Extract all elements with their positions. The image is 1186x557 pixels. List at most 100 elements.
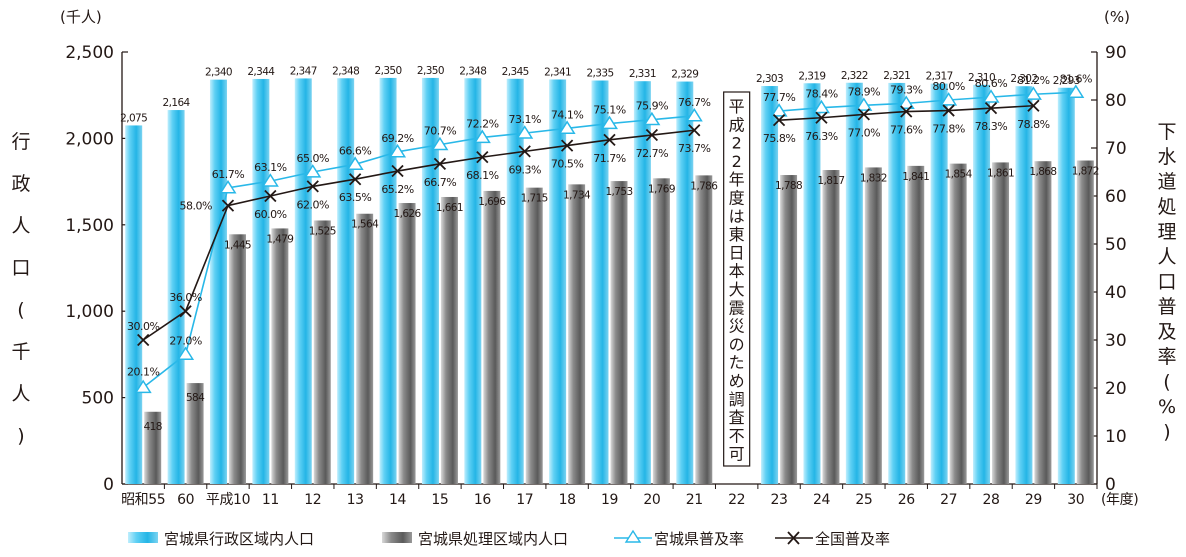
line-series: [134, 84, 1085, 394]
processed-population-label: 1,861: [987, 167, 1014, 179]
processed-population-label: 418: [144, 421, 162, 433]
processed-population-label: 1,854: [945, 169, 973, 181]
processed-population-label: 1,817: [817, 175, 844, 187]
bar-admin-population: [506, 78, 524, 484]
admin-population-label: 2,345: [502, 66, 529, 78]
legend-marker-national: [787, 531, 800, 545]
data-labels: 2,075 418 20.1% 30.0% 2,164 584 27.0% 36.0% 2,34…: [120, 65, 1099, 433]
miyagi-rate-line: [779, 91, 1076, 112]
miyagi-rate-label: 78.9%: [848, 85, 880, 98]
processed-population-label: 1,753: [605, 186, 632, 198]
right-tick-label: 30: [1105, 331, 1127, 351]
category-label: 25: [855, 492, 872, 508]
bar-admin-population: [1057, 87, 1075, 485]
admin-population-label: 2,335: [586, 68, 613, 80]
national-rate-point: [476, 150, 489, 164]
national-rate-label: 60.0%: [254, 208, 286, 221]
right-tick-label: 10: [1105, 427, 1127, 447]
right-tick-label: 20: [1105, 379, 1127, 399]
note-char: 査: [729, 408, 745, 427]
admin-population-label: 2,164: [163, 97, 191, 109]
left-axis-title-char: ): [17, 425, 24, 447]
processed-population-label: 1,661: [436, 202, 463, 214]
miyagi-rate-point: [982, 89, 1000, 103]
admin-population-label: 2,310: [968, 72, 995, 84]
miyagi-rate-label: 61.7%: [212, 168, 244, 181]
national-rate-point: [1027, 99, 1040, 112]
national-rate-point: [179, 305, 192, 318]
right-axis-title-char: 水: [1157, 146, 1176, 168]
bar-processed-population: [907, 165, 925, 485]
miyagi-rate-label: 72.2%: [466, 117, 498, 130]
national-rate-point: [137, 333, 150, 347]
processed-population-label: 1,525: [309, 225, 336, 237]
miyagi-rate-point: [431, 136, 449, 151]
national-rate-label: 75.8%: [763, 132, 795, 145]
bar-admin-population: [294, 78, 312, 484]
right-axis-title-char: (: [1163, 371, 1170, 393]
miyagi-rate-point: [346, 156, 364, 170]
miyagi-rate-point: [219, 179, 237, 194]
right-axis-title-char: ): [1163, 421, 1170, 443]
miyagi-rate-point: [134, 379, 152, 394]
bar-processed-population: [440, 196, 458, 485]
admin-population-label: 2,319: [798, 70, 825, 82]
category-label: 23: [771, 492, 788, 508]
national-rate-label: 72.7%: [636, 147, 668, 160]
left-axis-title-char: 口: [11, 257, 30, 279]
legend-swatch-processed: [382, 532, 412, 543]
category-label: 13: [347, 492, 364, 508]
admin-population-label: 2,075: [120, 112, 147, 124]
national-rate-label: 68.1%: [466, 169, 498, 182]
processed-population-label: 1,564: [351, 219, 379, 231]
national-rate-label: 71.7%: [593, 152, 625, 165]
admin-population-label: 2,302: [1010, 73, 1037, 85]
note-char: 2: [732, 134, 742, 153]
category-label: 18: [559, 492, 576, 508]
processed-population-label: 1,734: [563, 189, 591, 201]
note-char: の: [729, 335, 745, 354]
bar-admin-population: [421, 77, 439, 485]
processed-population-label: 1,841: [902, 171, 929, 183]
x-axis-unit: (年度): [1101, 492, 1138, 508]
admin-population-label: 2,329: [671, 69, 698, 81]
bar-admin-population: [209, 79, 227, 484]
legend-label-miyagi: 宮城県普及率: [654, 530, 744, 548]
bar-processed-population: [144, 411, 162, 484]
right-axis-unit: (%): [1104, 8, 1130, 26]
processed-population-label: 1,786: [690, 180, 718, 192]
national-rate-label: 30.0%: [127, 320, 159, 333]
national-rate-point: [603, 133, 616, 146]
national-rate-label: 63.5%: [339, 191, 371, 204]
category-label: 28: [983, 492, 1000, 508]
processed-population-label: 1,626: [394, 208, 422, 220]
national-rate-point: [815, 111, 828, 124]
miyagi-rate-point: [1067, 84, 1085, 98]
admin-population-label: 2,317: [926, 71, 953, 83]
bar-processed-population: [525, 187, 543, 484]
miyagi-rate-point: [516, 125, 534, 139]
left-tick-label: 1,000: [65, 302, 114, 322]
bar-processed-population: [483, 190, 501, 484]
category-label: 27: [940, 492, 957, 508]
miyagi-rate-label: 73.1%: [508, 113, 540, 126]
miyagi-rate-label: 27.0%: [169, 334, 201, 347]
bar-processed-population: [695, 175, 713, 484]
left-axis-title-char: 人: [11, 383, 30, 405]
national-rate-label: 36.0%: [169, 291, 201, 304]
category-label: 30: [1067, 492, 1084, 508]
legend-swatch-admin: [128, 532, 158, 543]
admin-population-label: 2,347: [290, 65, 317, 77]
category-label: 29: [1025, 492, 1042, 508]
left-tick-label: 1,500: [65, 216, 114, 236]
miyagi-rate-point: [473, 129, 491, 144]
national-rate-label: 78.3%: [975, 120, 1007, 133]
note-char: 可: [729, 445, 745, 464]
right-axis-title-char: 及: [1157, 321, 1176, 343]
right-axis-title-char: 理: [1157, 221, 1176, 243]
right-axis-title-char: 処: [1157, 196, 1176, 218]
national-rate-label: 78.8%: [1017, 118, 1049, 131]
bar-admin-population: [167, 110, 185, 485]
